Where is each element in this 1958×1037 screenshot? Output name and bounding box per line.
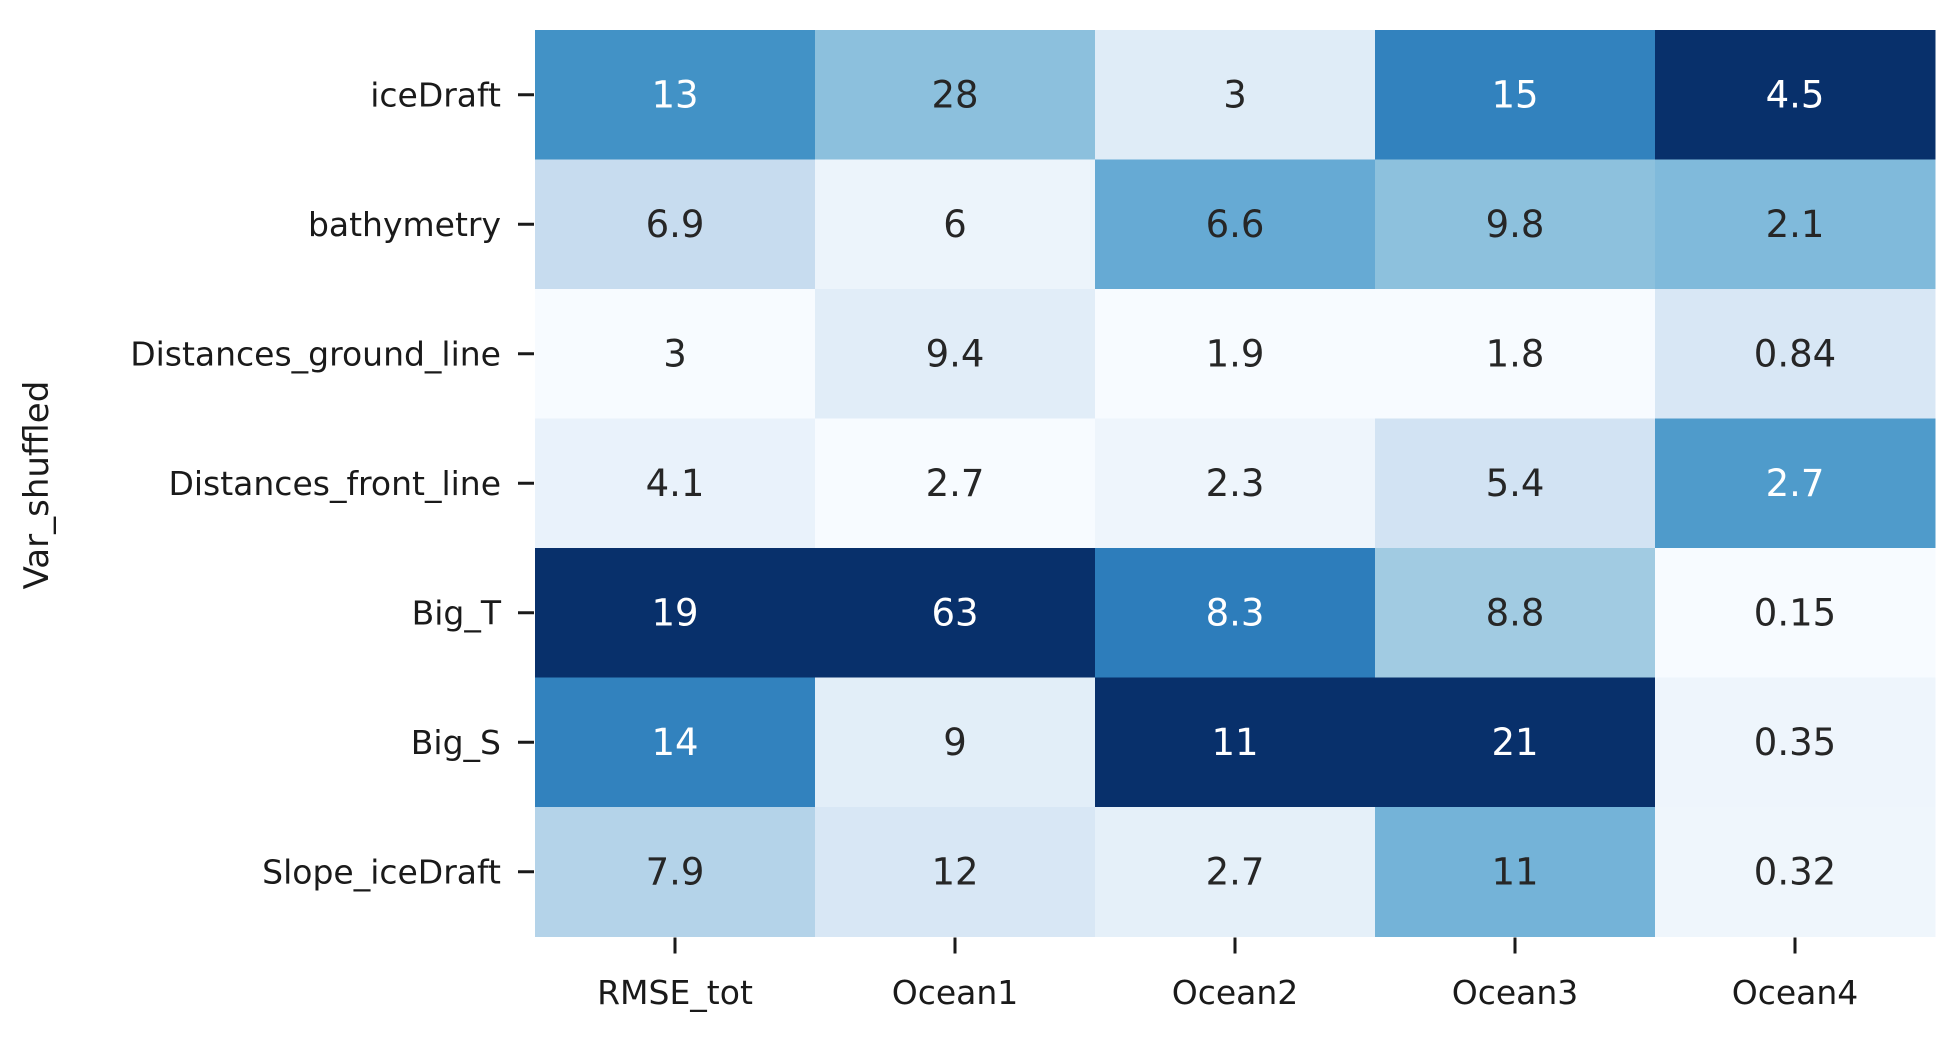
heatmap-cell-label: 0.32 bbox=[1754, 850, 1836, 893]
heatmap-cell-Big_T-Ocean3 bbox=[1375, 548, 1656, 678]
heatmap-cell-label: 8.3 bbox=[1206, 591, 1265, 634]
y-tick-label: Slope_iceDraft bbox=[262, 852, 501, 891]
heatmap-cell-label: 9.8 bbox=[1486, 203, 1545, 246]
heatmap-cells bbox=[535, 30, 1936, 937]
heatmap-cell-iceDraft-Ocean4 bbox=[1655, 30, 1936, 160]
heatmap-cell-iceDraft-Ocean2 bbox=[1095, 30, 1376, 160]
heatmap-cell-Big_S-RMSE_tot bbox=[535, 677, 816, 808]
heatmap-cell-label: 13 bbox=[651, 73, 698, 116]
x-tick-label: Ocean3 bbox=[1452, 973, 1579, 1012]
heatmap-cell-label: 2.1 bbox=[1766, 203, 1825, 246]
heatmap-cell-label: 0.15 bbox=[1754, 591, 1836, 634]
y-axis-label: Var_shuffled bbox=[17, 381, 57, 590]
heatmap-cell-Slope_iceDraft-Ocean3 bbox=[1375, 807, 1656, 937]
heatmap-cell-Big_T-Ocean4 bbox=[1655, 548, 1936, 678]
heatmap-cell-Distances_front_line-Ocean4 bbox=[1655, 418, 1936, 549]
heatmap-cell-label: 28 bbox=[931, 73, 978, 116]
y-tick-label: Distances_front_line bbox=[168, 464, 501, 503]
heatmap-cell-Slope_iceDraft-Ocean1 bbox=[815, 807, 1096, 937]
heatmap-cell-Distances_front_line-Ocean1 bbox=[815, 418, 1096, 549]
heatmap-cell-Big_S-Ocean2 bbox=[1095, 677, 1376, 808]
heatmap-cell-label: 2.7 bbox=[1206, 850, 1265, 893]
heatmap-cell-Distances_front_line-Ocean2 bbox=[1095, 418, 1376, 549]
heatmap-cell-Distances_ground_line-Ocean3 bbox=[1375, 289, 1656, 419]
heatmap-cell-Distances_front_line-RMSE_tot bbox=[535, 418, 816, 549]
heatmap-cell-label: 3 bbox=[663, 332, 687, 375]
heatmap-cell-Big_T-Ocean1 bbox=[815, 548, 1096, 678]
heatmap-cell-label: 9.4 bbox=[926, 332, 985, 375]
heatmap-cell-label: 8.8 bbox=[1486, 591, 1545, 634]
heatmap-cell-label: 63 bbox=[931, 591, 978, 634]
y-axis: iceDraft bathymetry Distances_ground_line D… bbox=[130, 75, 534, 891]
heatmap-cell-label: 2.7 bbox=[1766, 462, 1825, 505]
heatmap-cell-label: 21 bbox=[1491, 721, 1538, 764]
x-tick-label: Ocean4 bbox=[1732, 973, 1859, 1012]
heatmap-cell-bathymetry-RMSE_tot bbox=[535, 159, 816, 290]
heatmap-cell-label: 3 bbox=[1223, 73, 1247, 116]
heatmap-cell-Big_S-Ocean3 bbox=[1375, 677, 1656, 808]
heatmap-cell-Slope_iceDraft-Ocean2 bbox=[1095, 807, 1376, 937]
heatmap-cell-label: 19 bbox=[651, 591, 698, 634]
heatmap-cell-Distances_front_line-Ocean3 bbox=[1375, 418, 1656, 549]
heatmap-cell-label: 5.4 bbox=[1486, 462, 1545, 505]
heatmap-cell-Big_T-RMSE_tot bbox=[535, 548, 816, 678]
heatmap-cell-label: 2.3 bbox=[1206, 462, 1265, 505]
heatmap-cell-label: 1.9 bbox=[1206, 332, 1265, 375]
heatmap-cell-label: 11 bbox=[1491, 850, 1538, 893]
heatmap-cell-Distances_ground_line-Ocean4 bbox=[1655, 289, 1936, 419]
heatmap-cell-Distances_ground_line-RMSE_tot bbox=[535, 289, 816, 419]
y-tick-label: Big_T bbox=[412, 593, 502, 632]
heatmap-cell-label: 6.6 bbox=[1206, 203, 1265, 246]
heatmap-cell-label: 9 bbox=[943, 721, 967, 764]
heatmap-cell-bathymetry-Ocean3 bbox=[1375, 159, 1656, 290]
heatmap-cell-label: 14 bbox=[651, 721, 698, 764]
heatmap-cell-iceDraft-RMSE_tot bbox=[535, 30, 816, 160]
heatmap-cell-label: 6.9 bbox=[646, 203, 705, 246]
heatmap-cell-Slope_iceDraft-Ocean4 bbox=[1655, 807, 1936, 937]
heatmap-cell-Big_S-Ocean1 bbox=[815, 677, 1096, 808]
y-tick-label: Distances_ground_line bbox=[130, 334, 501, 373]
heatmap-cell-Distances_ground_line-Ocean1 bbox=[815, 289, 1096, 419]
heatmap-cell-bathymetry-Ocean2 bbox=[1095, 159, 1376, 290]
y-tick-label: Big_S bbox=[411, 723, 501, 762]
x-axis: RMSE_tot Ocean1 Ocean2 Ocean3 Ocean4 bbox=[597, 937, 1859, 1012]
heatmap-cell-label: 6 bbox=[943, 203, 967, 246]
heatmap-cell-Slope_iceDraft-RMSE_tot bbox=[535, 807, 816, 937]
heatmap-cell-Distances_ground_line-Ocean2 bbox=[1095, 289, 1376, 419]
heatmap-cell-label: 4.5 bbox=[1766, 73, 1825, 116]
x-tick-label: Ocean1 bbox=[892, 973, 1019, 1012]
heatmap-cell-iceDraft-Ocean1 bbox=[815, 30, 1096, 160]
heatmap-cell-label: 15 bbox=[1491, 73, 1538, 116]
heatmap-cell-label: 11 bbox=[1211, 721, 1258, 764]
x-tick-label: RMSE_tot bbox=[597, 973, 753, 1012]
heatmap-cell-bathymetry-Ocean1 bbox=[815, 159, 1096, 290]
heatmap-cell-bathymetry-Ocean4 bbox=[1655, 159, 1936, 290]
heatmap-cell-label: 12 bbox=[931, 850, 978, 893]
y-tick-label: iceDraft bbox=[370, 75, 501, 114]
heatmap-cell-Big_T-Ocean2 bbox=[1095, 548, 1376, 678]
heatmap-cell-label: 4.1 bbox=[646, 462, 705, 505]
heatmap-cell-labels: 13 28 3 15 4.5 6.9 6 6.6 9.8 2.1 3 9.4 1.9 1.8 0.84 4.1… bbox=[646, 73, 1837, 893]
heatmap-cell-label: 0.84 bbox=[1754, 332, 1836, 375]
heatmap-cell-label: 1.8 bbox=[1486, 332, 1545, 375]
y-tick-label: bathymetry bbox=[308, 205, 501, 244]
heatmap-cell-label: 2.7 bbox=[926, 462, 985, 505]
heatmap-cell-label: 0.35 bbox=[1754, 721, 1836, 764]
heatmap-cell-Big_S-Ocean4 bbox=[1655, 677, 1936, 808]
heatmap-cell-label: 7.9 bbox=[646, 850, 705, 893]
x-tick-label: Ocean2 bbox=[1172, 973, 1299, 1012]
heatmap-cell-iceDraft-Ocean3 bbox=[1375, 30, 1656, 160]
